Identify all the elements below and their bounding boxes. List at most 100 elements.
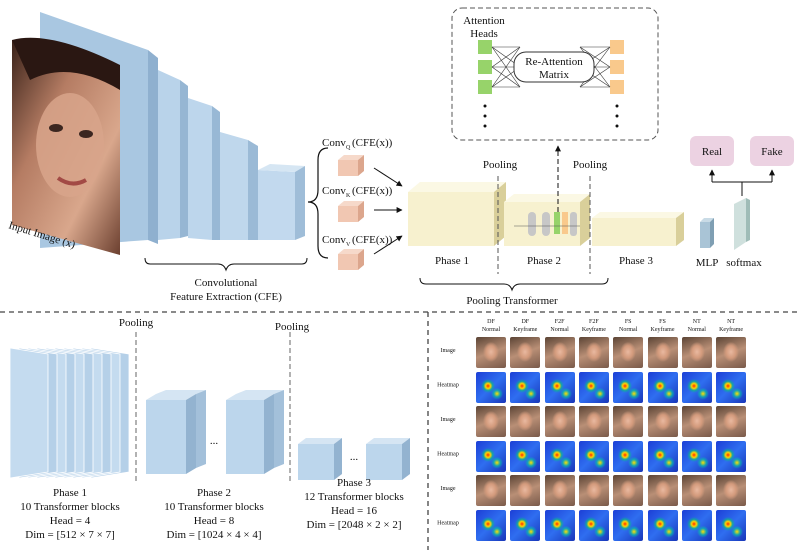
heatmap-cell xyxy=(647,440,678,472)
image-cell xyxy=(613,337,644,368)
column-header-line: Keyframe xyxy=(719,326,743,333)
heatmap-cell xyxy=(510,509,541,541)
head-connections xyxy=(491,46,611,88)
column-header-line: Normal xyxy=(688,327,707,333)
row-label: Image xyxy=(441,486,456,492)
phase2-inner-orange xyxy=(562,212,568,234)
attention-heads-label-line2: Heads xyxy=(470,28,498,40)
bl-phase1-blocks: 10 Transformer blocks xyxy=(20,501,120,513)
output-arrows xyxy=(712,181,772,196)
head-green xyxy=(478,40,492,54)
phase2-inner-green xyxy=(554,212,560,234)
cfe-stack: Input Image (x) Convolutional Feature Ex… xyxy=(7,12,329,303)
column-header-line: F2F xyxy=(555,319,565,325)
conv-v-arg: (CFE(x)) xyxy=(352,234,393,246)
heatmap-cell xyxy=(681,440,712,472)
conv-q-sub: Q xyxy=(346,145,351,151)
phase3-label: Phase 3 xyxy=(619,255,653,267)
image-cell xyxy=(613,475,644,506)
phase2-inner-token xyxy=(570,212,577,236)
heatmap-cell xyxy=(681,509,712,541)
heatmap-cell xyxy=(613,440,644,472)
phase2-label: Phase 2 xyxy=(527,255,561,267)
image-cell xyxy=(716,337,747,368)
heatmap-cell xyxy=(510,440,541,472)
conv-k-arg: (CFE(x)) xyxy=(352,185,393,197)
heatmap-cell xyxy=(647,509,678,541)
column-header-line: NT xyxy=(727,319,735,325)
conv-k-sub: K xyxy=(346,193,351,199)
v-cube xyxy=(338,249,364,270)
image-cell xyxy=(476,475,506,506)
bl-pooling-label-2: Pooling xyxy=(275,321,310,333)
heatmap-cell xyxy=(476,509,506,541)
bl-phase2-blocks: 10 Transformer blocks xyxy=(164,501,264,513)
heatmap-cell xyxy=(716,509,747,541)
head-orange xyxy=(610,60,624,74)
heatmap-cell xyxy=(613,509,644,541)
heatmap-cell xyxy=(716,371,747,403)
phase2-inner-token xyxy=(542,212,550,236)
cnn-block xyxy=(258,164,305,240)
k-cube xyxy=(338,201,364,222)
mlp-block xyxy=(700,218,714,248)
phase1-label: Phase 1 xyxy=(435,255,469,267)
conv-v-sub: V xyxy=(346,242,351,248)
conv-q-arg: (CFE(x)) xyxy=(352,137,393,149)
image-cell xyxy=(681,337,712,368)
image-cell xyxy=(716,406,747,437)
bl-phase1-title: Phase 1 xyxy=(53,487,87,499)
heatmap-cell xyxy=(613,371,644,403)
heatmap-cell xyxy=(578,440,609,472)
image-cell xyxy=(578,406,609,437)
softmax-label: softmax xyxy=(726,257,762,269)
bl-phase2-head: Head = 8 xyxy=(194,515,235,527)
image-cell xyxy=(716,475,747,506)
heatmap-cell xyxy=(716,440,747,472)
pooling-label-1: Pooling xyxy=(483,159,518,171)
head-orange xyxy=(610,40,624,54)
reattention-label-line2: Matrix xyxy=(539,69,569,81)
column-header-line: Normal xyxy=(482,327,501,333)
cnn-block xyxy=(188,98,220,240)
image-cell xyxy=(544,406,575,437)
phase2-stack-a xyxy=(146,390,206,474)
real-label: Real xyxy=(702,146,722,158)
q-cube xyxy=(338,155,364,176)
column-header-line: Normal xyxy=(619,327,638,333)
row-label: Image xyxy=(441,417,456,423)
phase1-block xyxy=(408,182,506,246)
phase1-stack xyxy=(9,347,130,479)
phase2-block xyxy=(504,194,590,246)
head-green xyxy=(478,60,492,74)
column-header-line: DF xyxy=(521,319,529,325)
reattention-label-line1: Re-Attention xyxy=(525,56,583,68)
heatmap-row-labels: Image Heatmap Image Heatmap Image Heatmap xyxy=(437,348,459,527)
reattention-matrix-box xyxy=(513,51,595,83)
real-output: Real xyxy=(690,136,734,166)
image-cell xyxy=(647,475,678,506)
phase2-stack-b xyxy=(226,390,284,474)
image-cell xyxy=(681,406,712,437)
column-header-line: NT xyxy=(693,319,701,325)
image-cell xyxy=(544,475,575,506)
pooling-label-2: Pooling xyxy=(573,159,608,171)
conv-k-base: Conv xyxy=(322,185,346,197)
heatmap-cell xyxy=(578,371,609,403)
phase2-caption: Phase 2 10 Transformer blocks Head = 8 D… xyxy=(164,487,264,541)
phase1-caption: Phase 1 10 Transformer blocks Head = 4 D… xyxy=(20,487,120,541)
bl-phase3-head: Head = 16 xyxy=(331,505,377,517)
image-cell xyxy=(578,337,609,368)
phase3-stack-b xyxy=(366,438,410,480)
mlp-label: MLP xyxy=(696,257,719,269)
phase3-stack-a xyxy=(298,438,342,480)
heatmap-cell xyxy=(510,371,541,403)
cfe-label-line1: Convolutional xyxy=(195,277,258,289)
attention-dots xyxy=(483,104,619,128)
bl-phase1-head: Head = 4 xyxy=(50,515,91,527)
heatmap-cell xyxy=(578,509,609,541)
bl-ellipsis-1: ... xyxy=(210,435,219,447)
row-label: Heatmap xyxy=(437,383,459,389)
cfe-label-line2: Feature Extraction (CFE) xyxy=(170,291,282,303)
